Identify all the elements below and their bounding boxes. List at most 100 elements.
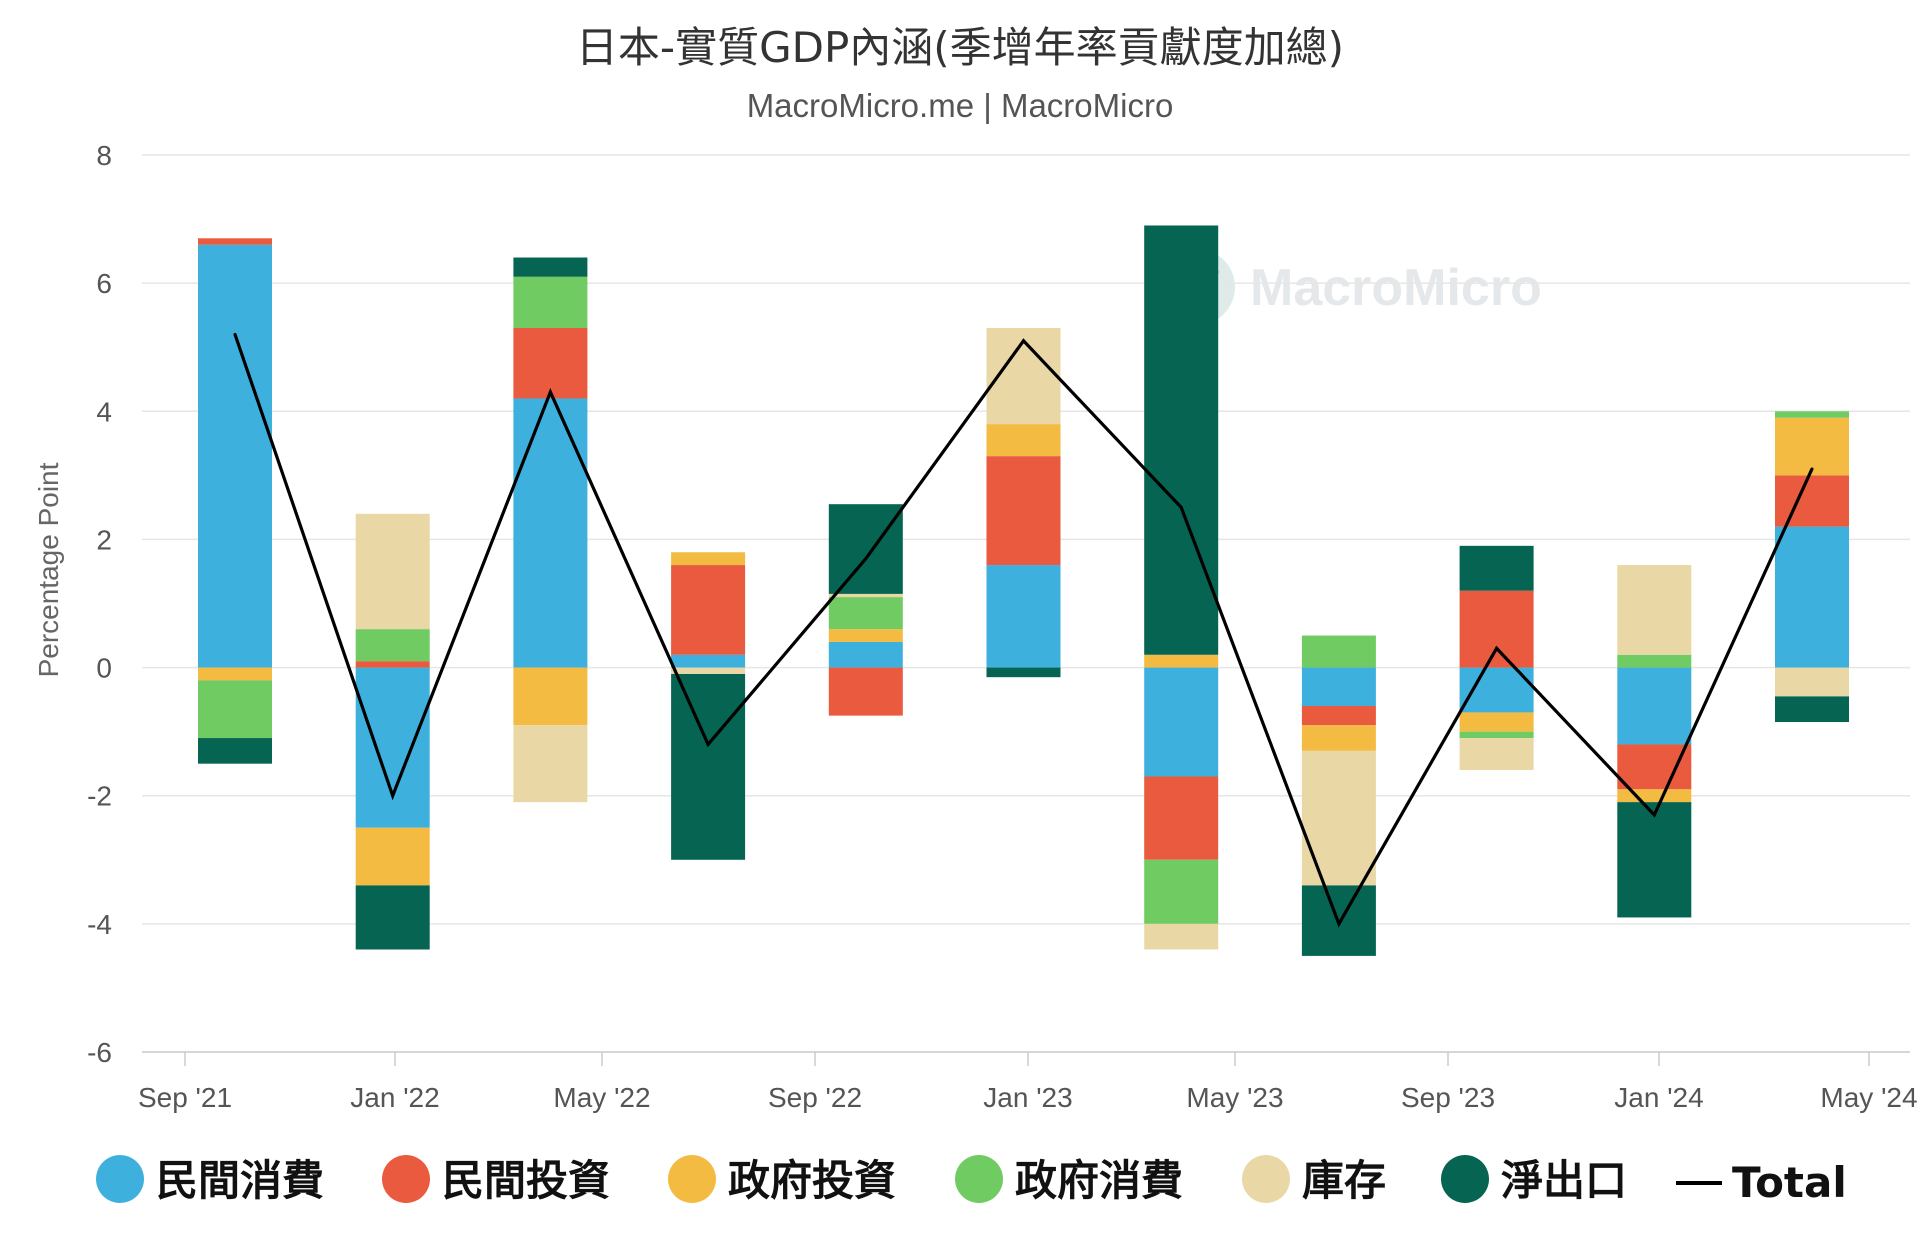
bar-segment [1301, 667, 1376, 707]
legend-item[interactable]: 政府投資 [668, 1155, 896, 1205]
y-tick-label: -4 [87, 909, 112, 940]
bar-segment [1301, 750, 1376, 886]
bar-segment [1775, 526, 1849, 668]
bar-segment [1617, 789, 1692, 803]
bar-segment [1144, 859, 1219, 924]
bar-stack [355, 513, 430, 950]
bar-segment [1775, 417, 1849, 476]
bar-segment [1459, 712, 1534, 732]
legend-label: Total [1732, 1158, 1847, 1207]
legend-label: 民間消費 [156, 1156, 324, 1205]
bar-segment [1144, 225, 1219, 655]
bar-stack [828, 504, 903, 716]
y-tick-label: 8 [96, 140, 112, 171]
legend-label: 政府投資 [728, 1156, 896, 1205]
bar-stack [1301, 635, 1376, 956]
bar-stack [986, 327, 1061, 678]
chart-title: 日本-實質GDP內涵(季增年率貢獻度加總) [576, 23, 1344, 72]
bar-segment [671, 565, 746, 655]
y-tick-label: 0 [96, 653, 112, 684]
bar-segment [355, 513, 430, 630]
total-point [864, 557, 868, 561]
bar-segment [513, 257, 588, 277]
bar-stack [1617, 565, 1692, 918]
bar-segment [1775, 667, 1849, 697]
bar-segment [1459, 545, 1534, 591]
x-tick-label: May '24 [1820, 1082, 1917, 1113]
legend-label: 民間投資 [442, 1156, 610, 1205]
x-tick-label: May '22 [553, 1082, 650, 1113]
bar-segment [198, 667, 272, 681]
x-axis: Sep '21 Jan '22 May '22 Sep '22 Jan '23 May '… [138, 1051, 1918, 1113]
y-axis-ticks: 8 6 4 2 0 -2 -4 -6 [87, 140, 112, 1068]
bar-segment [671, 654, 746, 668]
bar-segment [513, 725, 588, 803]
legend-swatch [668, 1155, 716, 1203]
bar-segment [198, 680, 272, 739]
bar-segment [355, 661, 430, 668]
bar-segment [671, 667, 746, 674]
bar-segment [198, 244, 272, 668]
legend-swatch [1242, 1155, 1290, 1203]
legend-item[interactable]: 民間消費 [96, 1155, 324, 1205]
legend-item[interactable]: 淨出口 [1441, 1155, 1627, 1205]
legend-swatch [1441, 1155, 1489, 1203]
bar-segment [355, 885, 430, 950]
x-tick-label: Jan '23 [983, 1082, 1072, 1113]
bar-segment [986, 565, 1061, 668]
total-point [1495, 646, 1499, 650]
bar-stack [1459, 545, 1534, 771]
legend-swatch [955, 1155, 1003, 1203]
bar-segment [1459, 590, 1534, 668]
y-axis-title: Percentage Point [33, 462, 64, 677]
total-point [1337, 922, 1341, 926]
y-tick-label: 4 [96, 396, 112, 427]
x-tick-label: Jan '24 [1614, 1082, 1703, 1113]
bar-segment [986, 667, 1061, 678]
legend-item[interactable]: 庫存 [1242, 1155, 1386, 1205]
bar-segment [355, 667, 430, 828]
bar-segment [1144, 776, 1219, 860]
total-point [706, 742, 710, 746]
x-tick-label: Sep '22 [768, 1082, 862, 1113]
bar-segment [828, 641, 903, 668]
bar-segment [355, 827, 430, 886]
bar-segment [198, 738, 272, 764]
x-tick-label: May '23 [1186, 1082, 1283, 1113]
legend-label: 政府消費 [1015, 1156, 1183, 1205]
bar-segment [1617, 744, 1692, 790]
legend-item[interactable]: 民間投資 [382, 1155, 610, 1205]
bar-segment [198, 238, 272, 245]
legend-label: 庫存 [1302, 1156, 1386, 1205]
legend-item[interactable]: 政府消費 [955, 1155, 1183, 1205]
x-tick-label: Jan '22 [350, 1082, 439, 1113]
bar-segment [828, 667, 903, 716]
bar-segment [828, 629, 903, 642]
x-tick-label: Sep '21 [138, 1082, 232, 1113]
y-tick-label: 6 [96, 268, 112, 299]
bar-segment [828, 504, 903, 594]
total-point [1179, 505, 1183, 509]
bar-segment [1144, 667, 1219, 777]
bar-segment [986, 424, 1061, 457]
legend-item[interactable]: Total [1676, 1158, 1847, 1207]
bar-segment [671, 673, 746, 860]
bar-segment [671, 552, 746, 566]
bar-segment [513, 667, 588, 726]
total-point [391, 794, 395, 798]
bar-segment [513, 327, 588, 399]
total-point [233, 332, 237, 336]
bar-segment [986, 456, 1061, 566]
bar-segment [1775, 411, 1849, 418]
bar-segment [1617, 654, 1692, 668]
x-tick-label: Sep '23 [1401, 1082, 1495, 1113]
y-tick-label: -6 [87, 1037, 112, 1068]
y-tick-label: 2 [96, 524, 112, 555]
legend: 民間消費 民間投資 政府投資 政府消費 庫存 淨出口 Total [96, 1155, 1847, 1207]
bar-segment [513, 276, 588, 328]
total-line [233, 332, 1814, 928]
legend-swatch [96, 1155, 144, 1203]
chart-subtitle: MacroMicro.me | MacroMicro [747, 87, 1174, 124]
bar-segment [828, 593, 903, 598]
bar-segment [1775, 475, 1849, 527]
